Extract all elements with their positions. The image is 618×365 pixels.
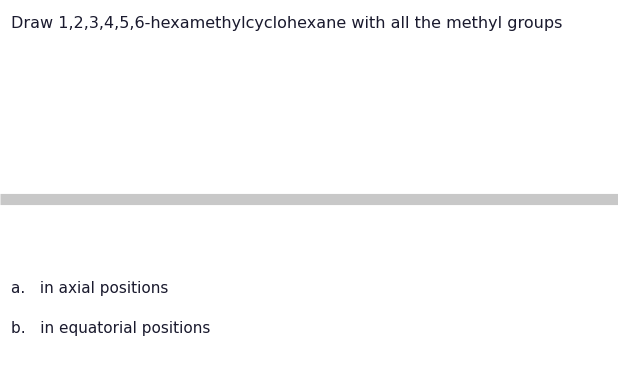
- Text: b.   in equatorial positions: b. in equatorial positions: [11, 321, 211, 336]
- Text: Draw 1,2,3,4,5,6-hexamethylcyclohexane with all the methyl groups: Draw 1,2,3,4,5,6-hexamethylcyclohexane w…: [11, 16, 562, 31]
- Text: a.   in axial positions: a. in axial positions: [11, 281, 169, 296]
